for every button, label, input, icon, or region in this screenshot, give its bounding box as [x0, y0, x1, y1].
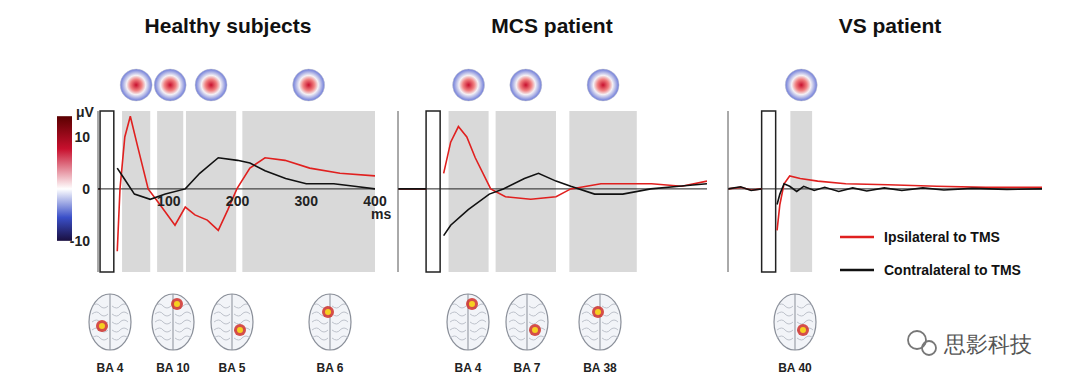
svg-text:400: 400 — [363, 192, 387, 209]
svg-text:BA 10: BA 10 — [156, 361, 190, 375]
html-text:Healthy subjects: Healthy subjects — [144, 14, 312, 37]
html-text:VS patient: VS patient — [838, 14, 942, 37]
svg-text:-10: -10 — [70, 233, 90, 249]
html-text:μV: μV — [76, 104, 94, 120]
svg-text:BA 4: BA 4 — [455, 361, 482, 375]
svg-text:10: 10 — [74, 129, 90, 145]
svg-text:BA 7: BA 7 — [514, 361, 541, 375]
svg-text:BA 38: BA 38 — [583, 361, 617, 375]
svg-text:300: 300 — [295, 193, 319, 209]
svg-text:0: 0 — [82, 181, 90, 197]
html-text:MCS patient: MCS patient — [491, 14, 613, 37]
svg-text:BA 4: BA 4 — [97, 361, 124, 375]
svg-text:200: 200 — [226, 193, 250, 209]
svg-text:BA 5: BA 5 — [219, 361, 246, 375]
html-text:ms: ms — [371, 206, 392, 222]
svg-text:Contralateral to TMS: Contralateral to TMS — [884, 262, 1021, 278]
svg-text:思影科技: 思影科技 — [943, 332, 1032, 357]
svg-text:BA 40: BA 40 — [778, 361, 812, 375]
svg-text:Ipsilateral to TMS: Ipsilateral to TMS — [884, 229, 1000, 245]
svg-text:BA 6: BA 6 — [317, 361, 344, 375]
svg-text:100: 100 — [157, 193, 181, 209]
